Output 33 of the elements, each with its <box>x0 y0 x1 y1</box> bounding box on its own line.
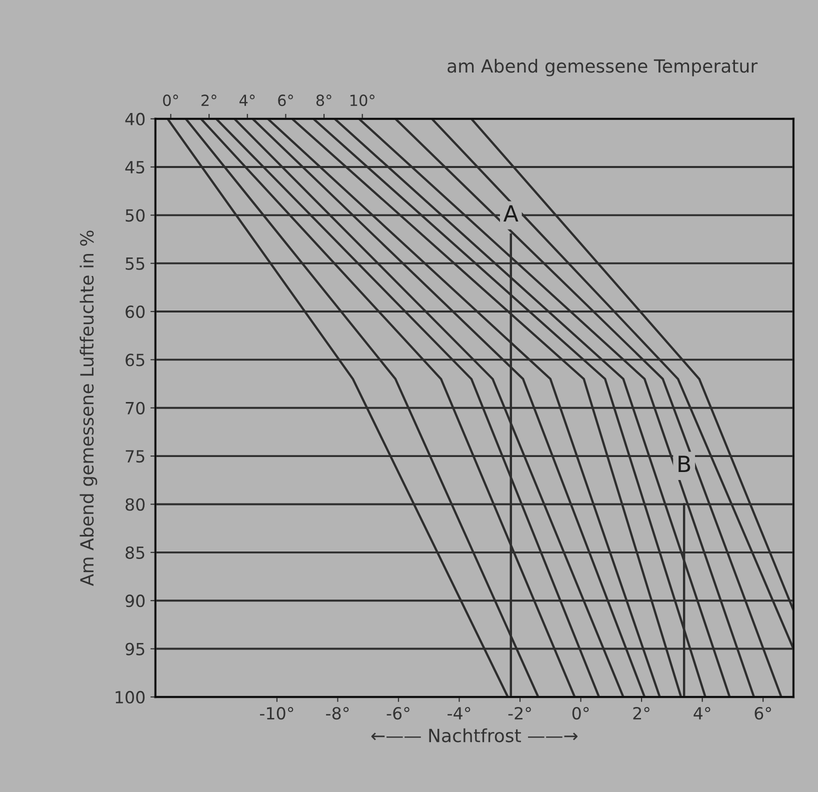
x-tick-label: 6° <box>754 706 771 720</box>
x2-axis-title: am Abend gemessene Temperatur <box>448 58 758 76</box>
x-tick-label: -8° <box>326 706 349 720</box>
y-tick-label: 45 <box>125 161 144 174</box>
x2-tick-label: 4° <box>239 94 255 106</box>
annotation: A <box>503 205 518 222</box>
y-tick-label: 90 <box>126 594 145 608</box>
y-tick-label: 85 <box>126 546 144 559</box>
y-tick-label: 50 <box>126 209 145 222</box>
x2-tick-label: 6° <box>278 94 293 106</box>
y-tick-label: 70 <box>126 402 145 414</box>
y-tick-label: 100 <box>116 690 145 704</box>
x-tick-label: 2° <box>633 706 650 720</box>
x-tick-label: -2° <box>508 706 531 720</box>
x-tick-label: -6° <box>386 706 410 720</box>
x2-tick-label: 8° <box>316 94 332 106</box>
y-tick-label: 60 <box>126 305 145 318</box>
y-tick-label: 75 <box>126 450 144 463</box>
annotation: B <box>678 456 690 472</box>
y-tick-label: 95 <box>126 642 144 656</box>
x2-tick-label: 2° <box>202 94 216 106</box>
y-axis-title: Am Abend gemessene Luftfeuchte in % <box>80 230 98 586</box>
x-axis-title: ←—— Nachtfrost ——→ <box>371 728 578 742</box>
y-tick-label: 55 <box>126 258 144 270</box>
x-tick-label: 0° <box>572 706 589 720</box>
y-tick-label: 65 <box>126 354 144 366</box>
x-tick-label: 4° <box>694 706 710 720</box>
x2-tick-label: 0° <box>163 94 178 106</box>
y-tick-label: 40 <box>125 112 145 126</box>
x2-tick-label: 10° <box>350 94 374 106</box>
x-tick-label: -4° <box>448 706 470 720</box>
y-tick-label: 80 <box>126 498 145 511</box>
x-tick-label: -10° <box>260 706 294 720</box>
